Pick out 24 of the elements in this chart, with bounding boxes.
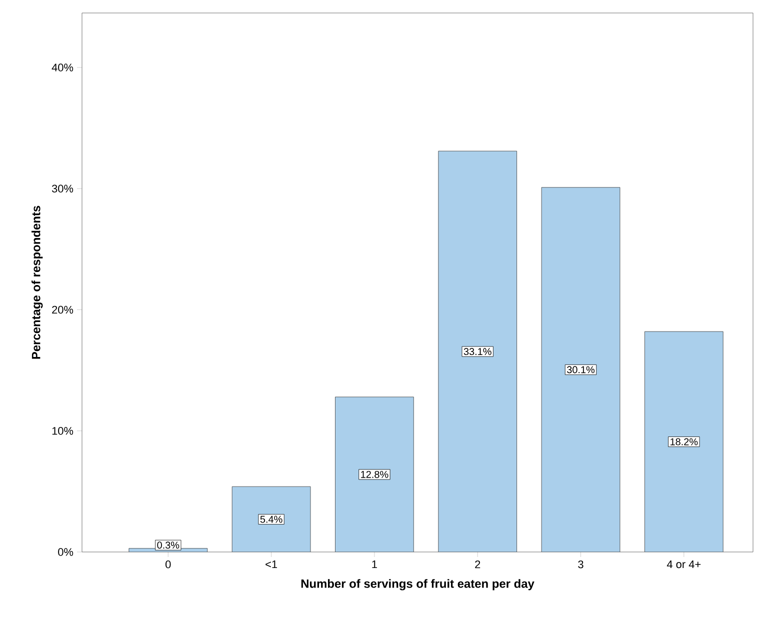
bar [644,331,724,552]
x-tick-label: 3 [578,560,584,568]
y-axis-title: Percentage of respondents [32,206,43,359]
y-tick-label: 0% [58,548,74,556]
x-axis-title: Number of servings of fruit eaten per day [301,579,534,590]
x-tick-label: <1 [266,560,278,568]
data-label: 0.3% [157,542,180,549]
x-tick-label: 2 [475,560,480,568]
x-tick-label: 1 [372,560,377,568]
data-label: 5.4% [260,516,282,523]
data-label: 30.1% [567,366,595,374]
data-label: 18.2% [670,438,698,446]
y-tick-label: 20% [52,306,74,314]
bar [438,151,517,552]
data-label: 12.8% [361,470,388,478]
data-label: 33.1% [464,348,492,356]
y-tick-label: 40% [52,64,74,72]
bar [335,396,414,552]
bar [542,187,620,552]
bar [232,486,310,552]
y-tick-label: 10% [52,426,74,435]
x-tick-label: 4 or 4+ [666,560,701,568]
x-tick-label: 0 [166,560,171,568]
y-tick-label: 30% [52,184,74,192]
